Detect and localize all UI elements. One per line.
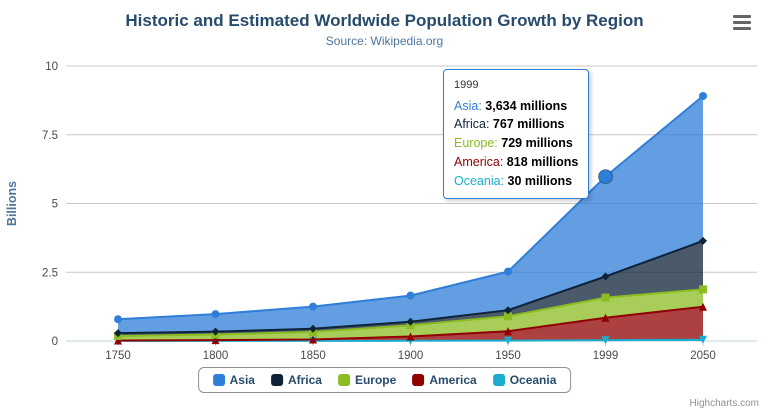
legend-label: Asia <box>229 373 255 387</box>
tooltip-series-name: Asia: <box>454 98 486 113</box>
point-1750-America[interactable] <box>114 336 122 345</box>
point-1800-Africa[interactable] <box>211 327 220 336</box>
point-2050-America[interactable] <box>699 302 707 311</box>
y-axis-title: Billions <box>5 181 19 226</box>
tooltip: 1999 Asia: 3,634 millions Africa: 767 mil… <box>443 69 590 200</box>
x-tick-label: 1750 <box>105 350 131 362</box>
point-1850-America[interactable] <box>309 335 317 344</box>
point-1900-Asia[interactable] <box>406 291 415 300</box>
legend: Asia Africa Europe America Oceania <box>197 367 572 393</box>
point-1950-Africa[interactable] <box>504 306 512 315</box>
x-tick-label: 1950 <box>495 350 521 362</box>
area-asia <box>118 96 703 334</box>
point-2050-Oceania[interactable] <box>699 335 707 344</box>
y-tick-label: 5 <box>52 199 58 211</box>
point-1950-America[interactable] <box>504 327 512 336</box>
x-tick-label: 1999 <box>593 350 619 362</box>
x-tick-label: 1900 <box>398 350 424 362</box>
tooltip-rows: Asia: 3,634 millions Africa: 767 millions… <box>454 97 578 191</box>
hamburger-icon <box>733 14 751 18</box>
area-america <box>118 306 703 341</box>
legend-swatch-oceania <box>492 374 505 386</box>
tooltip-row-oceania: Oceania: 30 millions <box>454 172 578 191</box>
point-1999-America[interactable] <box>601 313 610 322</box>
tooltip-series-name: Oceania: <box>454 173 508 188</box>
legend-label: Africa <box>287 373 322 387</box>
legend-item-america[interactable]: America <box>412 373 477 387</box>
point-1950-Asia[interactable] <box>504 267 512 276</box>
point-1750-Africa[interactable] <box>114 329 122 338</box>
tooltip-series-value: 30 millions <box>507 173 573 188</box>
tooltip-row-africa: Africa: 767 millions <box>454 115 578 134</box>
tooltip-series-name: Europe: <box>454 136 502 150</box>
point-1850-Asia[interactable] <box>309 302 317 311</box>
legend-item-asia[interactable]: Asia <box>212 373 255 387</box>
y-tick-label: 7.5 <box>42 130 58 142</box>
tooltip-series-name: America: <box>454 154 507 169</box>
point-1999-Oceania[interactable] <box>601 336 610 345</box>
tooltip-series-name: Africa: <box>454 117 493 132</box>
point-1999-Europe[interactable] <box>601 293 610 302</box>
point-1800-America[interactable] <box>211 336 220 345</box>
point-1999-Africa[interactable] <box>601 272 610 281</box>
legend-item-europe[interactable]: Europe <box>337 373 397 387</box>
legend-swatch-africa <box>270 374 283 386</box>
x-tick-label: 2050 <box>690 350 716 362</box>
area-africa <box>118 240 703 336</box>
chart-title: Historic and Estimated Worldwide Populat… <box>125 11 644 30</box>
legend-item-africa[interactable]: Africa <box>270 373 322 387</box>
highcharts-credits-link[interactable]: Highcharts.com <box>689 398 759 409</box>
chart-subtitle: Source: Wikipedia.org <box>325 34 444 48</box>
tooltip-series-value: 818 millions <box>506 154 579 169</box>
point-1900-Africa[interactable] <box>406 317 415 326</box>
tooltip-row-europe: Europe: 729 millions <box>454 134 578 153</box>
tooltip-row-america: America: 818 millions <box>454 153 578 172</box>
legend-label: Oceania <box>509 373 557 387</box>
point-1850-Africa[interactable] <box>309 324 317 333</box>
legend-label: America <box>429 373 477 387</box>
hamburger-icon <box>733 20 751 24</box>
tooltip-row-asia: Asia: 3,634 millions <box>454 97 578 116</box>
legend-item-oceania[interactable]: Oceania <box>492 373 557 387</box>
point-1950-Oceania[interactable] <box>504 336 512 345</box>
point-2050-Africa[interactable] <box>699 236 707 245</box>
y-tick-label: 2.5 <box>42 267 58 279</box>
point-1750-Asia[interactable] <box>114 315 122 324</box>
legend-label: Europe <box>354 373 397 387</box>
x-tick-label: 1850 <box>300 350 326 362</box>
y-tick-label: 10 <box>45 61 58 73</box>
hamburger-icon <box>733 26 751 30</box>
legend-swatch-europe <box>337 374 350 386</box>
point-1950-Europe[interactable] <box>504 312 512 321</box>
point-2050-Europe[interactable] <box>699 285 707 294</box>
legend-swatch-america <box>412 374 425 386</box>
tooltip-header: 1999 <box>454 79 479 91</box>
point-2050-Asia[interactable] <box>699 92 707 100</box>
point-1800-Asia[interactable] <box>211 310 220 319</box>
point-1999-Asia[interactable] <box>598 169 613 185</box>
tooltip-series-value: 3,634 millions <box>485 98 568 113</box>
point-1900-America[interactable] <box>406 332 415 341</box>
legend-swatch-asia <box>212 374 225 386</box>
export-menu-button[interactable] <box>733 13 755 31</box>
y-tick-label: 0 <box>52 336 58 348</box>
tooltip-series-value: 767 millions <box>492 117 565 132</box>
x-tick-label: 1800 <box>203 350 229 362</box>
tooltip-series-value: 729 millions <box>501 136 573 150</box>
